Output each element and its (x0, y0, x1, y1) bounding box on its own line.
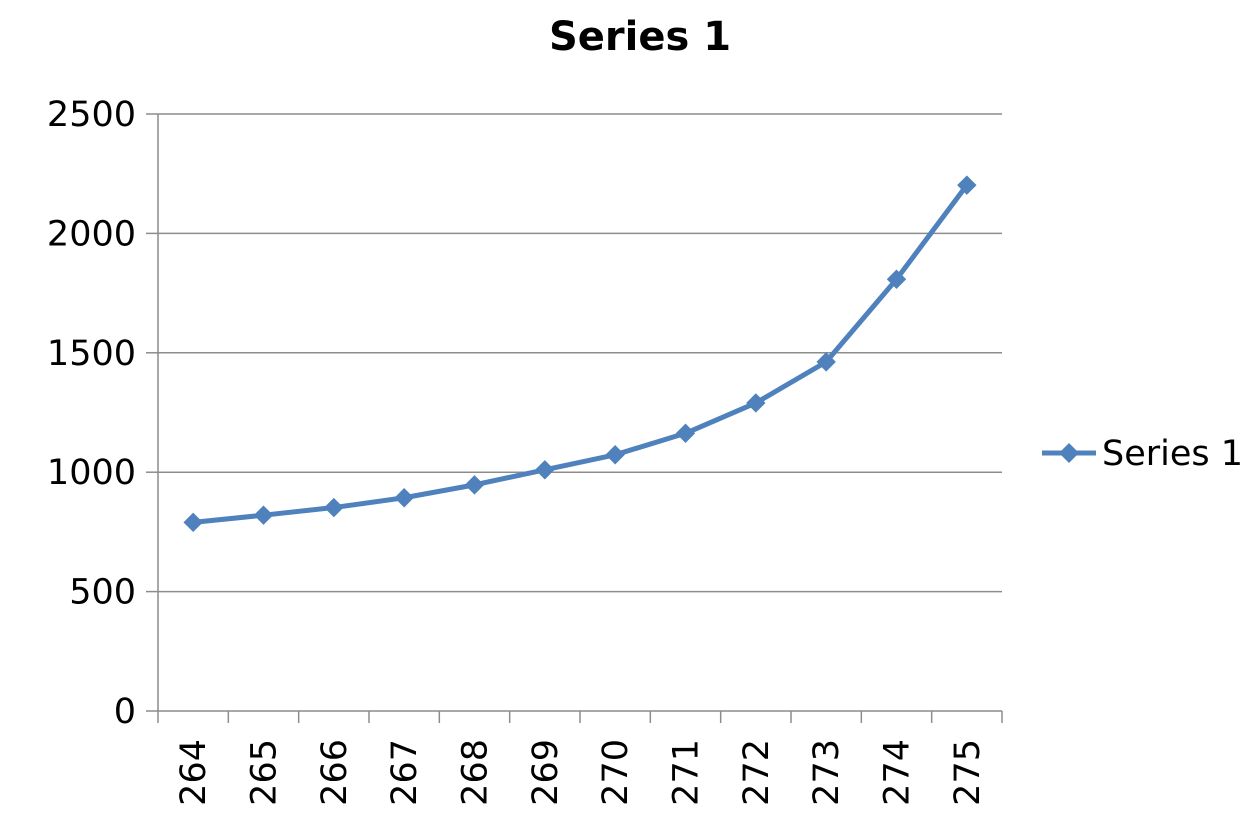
data-point-272 (746, 393, 766, 413)
x-tick-label-266: 266 (315, 739, 355, 806)
series-1-line (190, 182, 970, 525)
data-point-275 (957, 175, 977, 195)
x-tick-label-264: 264 (174, 739, 214, 806)
legend-label-series-1: Series 1 (1102, 434, 1243, 474)
x-tick-label-272: 272 (737, 739, 777, 806)
legend-marker-swatch (1059, 443, 1079, 463)
x-tick-label-271: 271 (667, 739, 707, 806)
data-point-273 (816, 352, 836, 372)
x-tick-label-273: 273 (807, 739, 847, 806)
y-tick-label-1500: 1500 (47, 334, 136, 374)
data-point-274 (886, 269, 907, 289)
data-point-266 (324, 497, 344, 518)
y-axis-tick-labels: 0 500 1000 1500 2000 2500 (47, 95, 136, 732)
data-point-271 (675, 423, 696, 443)
gridlines (158, 113, 1002, 593)
x-tick-label-275: 275 (948, 739, 988, 806)
chart-title: Series 1 (549, 14, 731, 60)
series-markers (183, 175, 977, 533)
data-point-267 (394, 488, 414, 508)
x-tick-label-268: 268 (456, 739, 496, 806)
y-tick-label-1000: 1000 (47, 453, 136, 493)
x-tick-label-274: 274 (878, 739, 918, 806)
x-axis-tick-labels: 264 265 266 267 268 269 270 271 272 273 274 275 (174, 739, 988, 806)
data-point-264 (183, 512, 203, 533)
data-point-265 (253, 505, 274, 525)
x-tick-label-269: 269 (526, 739, 566, 806)
y-tick-label-2500: 2500 (47, 95, 136, 135)
data-point-270 (605, 445, 625, 465)
y-tick-label-0: 0 (114, 692, 136, 732)
x-tick-label-267: 267 (385, 739, 425, 806)
y-tick-label-2000: 2000 (47, 214, 136, 254)
x-tick-label-265: 265 (245, 739, 285, 806)
series-line (190, 182, 970, 525)
y-tick-label-500: 500 (69, 573, 136, 613)
legend: Series 1 (1042, 434, 1243, 474)
axes (146, 113, 1003, 723)
x-tick-label-270: 270 (596, 739, 636, 806)
data-point-269 (535, 460, 555, 480)
data-point-268 (464, 475, 485, 495)
